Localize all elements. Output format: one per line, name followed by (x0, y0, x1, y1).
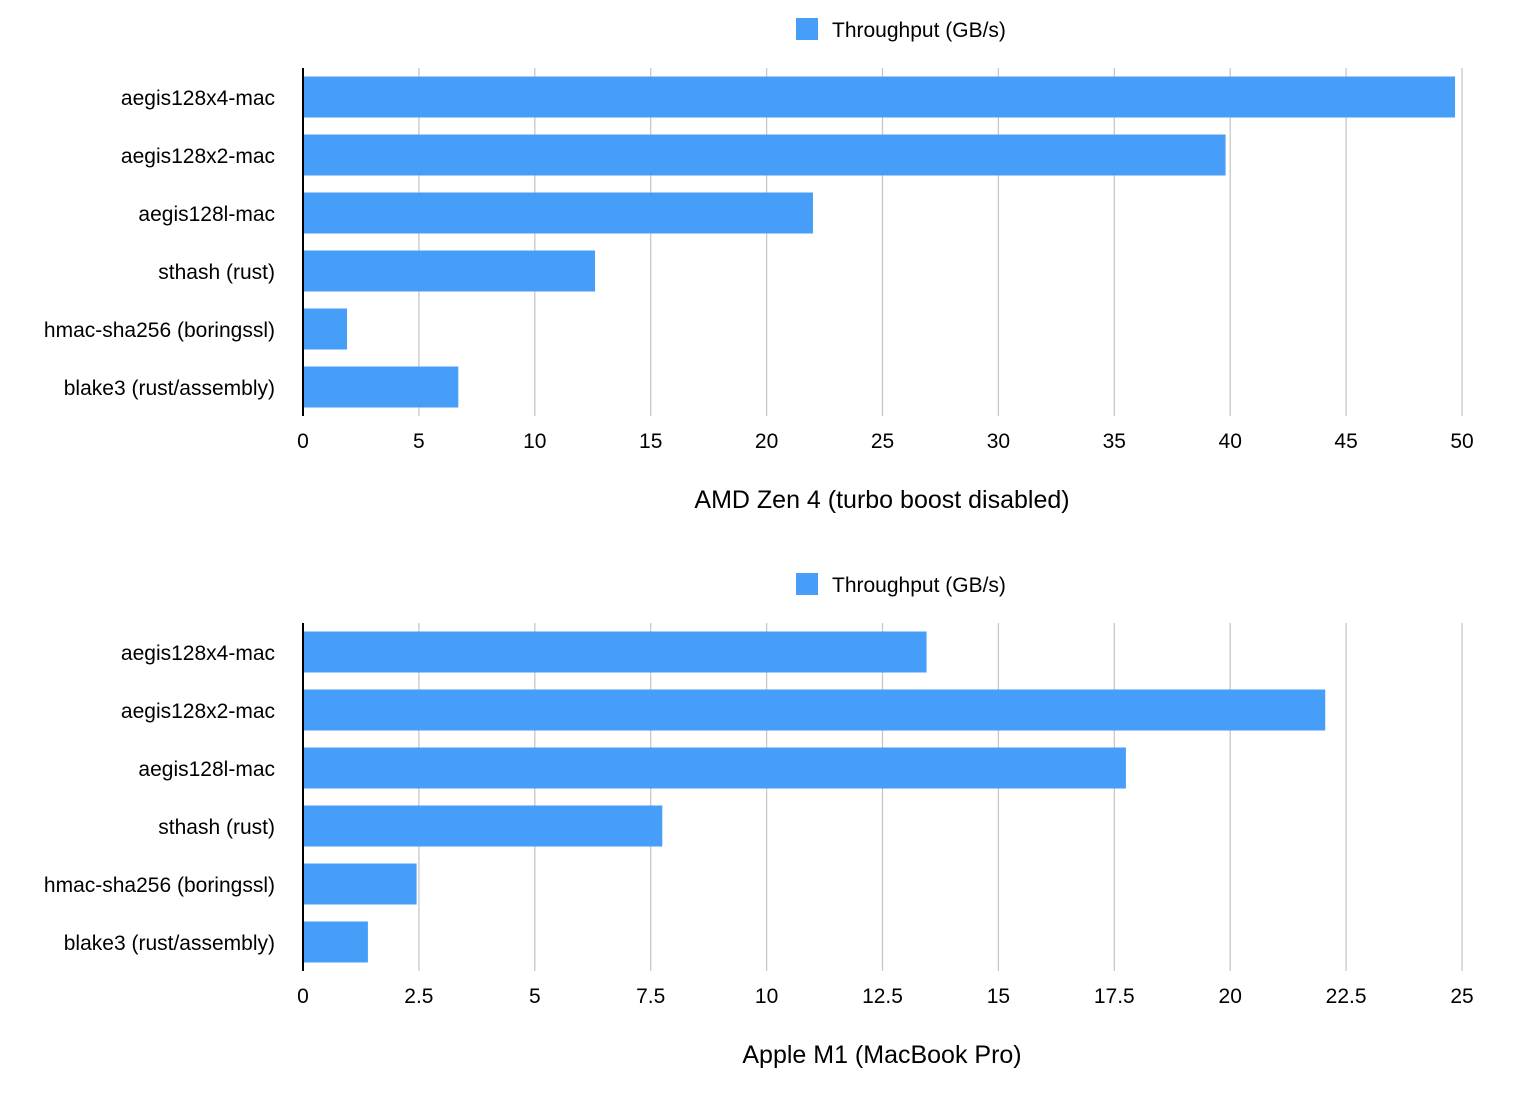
bar (303, 747, 1126, 789)
category-label: hmac-sha256 (boringssl) (44, 319, 275, 342)
x-tick-label: 5 (529, 985, 541, 1008)
x-tick-label: 40 (1219, 430, 1242, 453)
m1-throughput-chart: 0 2.5 5 7.5 10 12.5 15 17.5 20 22.5 25 aegis128x4-m… (44, 573, 1474, 1069)
bar (303, 76, 1456, 118)
x-tick-label: 20 (1219, 985, 1242, 1008)
x-tick-label: 25 (871, 430, 894, 453)
x-tick-label: 22.5 (1326, 985, 1367, 1008)
x-tick-label: 12.5 (862, 985, 903, 1008)
legend-swatch (796, 18, 818, 40)
x-tick-label: 5 (413, 430, 425, 453)
category-label: sthash (rust) (158, 261, 275, 284)
x-tick-label: 15 (639, 430, 662, 453)
category-label: aegis128l-mac (138, 758, 275, 781)
bar (303, 689, 1326, 731)
category-label: aegis128x4-mac (121, 642, 275, 665)
x-tick-label: 35 (1103, 430, 1126, 453)
x-tick-label: 25 (1450, 985, 1473, 1008)
category-label: aegis128x2-mac (121, 145, 275, 168)
bar (303, 250, 596, 292)
bar (303, 805, 663, 847)
category-label: blake3 (rust/assembly) (64, 377, 275, 400)
bar (303, 192, 813, 234)
bar (303, 134, 1226, 176)
bar (303, 308, 348, 350)
bar (303, 921, 368, 963)
category-label: aegis128x4-mac (121, 87, 275, 110)
x-tick-label: 10 (523, 430, 546, 453)
x-tick-label: 20 (755, 430, 778, 453)
x-axis-title: Apple M1 (MacBook Pro) (742, 1041, 1021, 1069)
category-label: aegis128l-mac (138, 203, 275, 226)
x-tick-label: 45 (1334, 430, 1357, 453)
bar (303, 366, 459, 408)
x-tick-label: 7.5 (636, 985, 665, 1008)
bar (303, 631, 927, 673)
category-label: sthash (rust) (158, 816, 275, 839)
x-tick-label: 0 (297, 430, 309, 453)
x-tick-label: 15 (987, 985, 1010, 1008)
x-tick-label: 10 (755, 985, 778, 1008)
x-tick-label: 2.5 (404, 985, 433, 1008)
zen4-throughput-chart: 0 5 10 15 20 25 30 35 40 45 50 aegis128x4-mac aegis1… (44, 18, 1474, 514)
x-tick-label: 50 (1450, 430, 1473, 453)
category-label: blake3 (rust/assembly) (64, 932, 275, 955)
x-axis-title: AMD Zen 4 (turbo boost disabled) (694, 486, 1069, 514)
category-label: hmac-sha256 (boringssl) (44, 874, 275, 897)
bar (303, 863, 417, 905)
legend-label: Throughput (GB/s) (832, 19, 1006, 42)
x-tick-label: 0 (297, 985, 309, 1008)
legend-label: Throughput (GB/s) (832, 574, 1006, 597)
x-tick-label: 30 (987, 430, 1010, 453)
category-label: aegis128x2-mac (121, 700, 275, 723)
x-tick-label: 17.5 (1094, 985, 1135, 1008)
legend-swatch (796, 573, 818, 595)
